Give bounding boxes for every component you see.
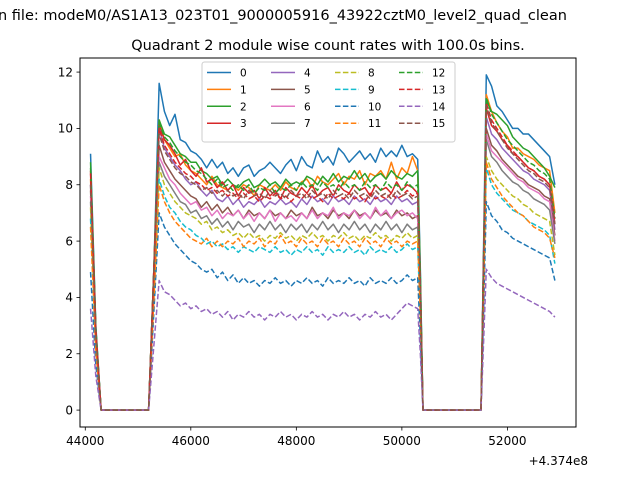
series-line-2 [89, 99, 556, 411]
legend-label-3: 3 [240, 118, 247, 130]
legend-label-6: 6 [304, 101, 311, 113]
legend-label-14: 14 [432, 101, 446, 113]
y-tick-label: 6 [65, 234, 73, 248]
x-tick-label: 48000 [277, 434, 315, 448]
series-line-6 [89, 133, 556, 411]
y-tick-label: 10 [58, 122, 73, 136]
series-line-10 [89, 200, 556, 411]
legend-label-9: 9 [368, 84, 375, 96]
legend-label-10: 10 [368, 101, 381, 113]
legend-label-8: 8 [368, 68, 375, 80]
legend-box [201, 61, 456, 143]
figure-suptitle: n file: modeM0/AS1A13_023T01_9000005916_… [0, 8, 567, 24]
series-line-9 [89, 167, 556, 411]
x-offset-text: +4.374e8 [529, 454, 588, 468]
legend-label-5: 5 [304, 84, 311, 96]
legend-label-2: 2 [240, 101, 247, 113]
axes-frame [79, 57, 577, 428]
series-line-7 [89, 138, 556, 411]
x-tick-label: 50000 [383, 434, 421, 448]
y-tick-label: 4 [65, 291, 73, 305]
series-line-3 [89, 107, 556, 411]
x-tick-label: 52000 [488, 434, 526, 448]
legend-label-15: 15 [432, 118, 445, 130]
series-line-12 [89, 96, 556, 411]
y-tick-label: 8 [65, 178, 73, 192]
legend-label-13: 13 [432, 84, 445, 96]
x-tick-label: 46000 [172, 434, 210, 448]
series-line-14 [89, 268, 556, 411]
series-line-8 [89, 155, 556, 411]
legend-label-11: 11 [368, 118, 381, 130]
y-tick-label: 0 [65, 403, 73, 417]
y-tick-label: 12 [58, 65, 73, 79]
y-tick-label: 2 [65, 347, 73, 361]
series-line-15 [89, 105, 556, 411]
legend-label-7: 7 [304, 118, 311, 130]
series-line-13 [89, 102, 556, 411]
legend-label-12: 12 [432, 68, 445, 80]
chart-title: Quadrant 2 module wise count rates with … [131, 38, 525, 54]
series-line-11 [89, 161, 556, 411]
x-tick-label: 44000 [66, 434, 104, 448]
legend-label-0: 0 [240, 68, 247, 80]
legend-label-4: 4 [304, 68, 311, 80]
series-layer [89, 74, 556, 411]
series-line-0 [89, 74, 556, 411]
legend-label-1: 1 [240, 84, 247, 96]
